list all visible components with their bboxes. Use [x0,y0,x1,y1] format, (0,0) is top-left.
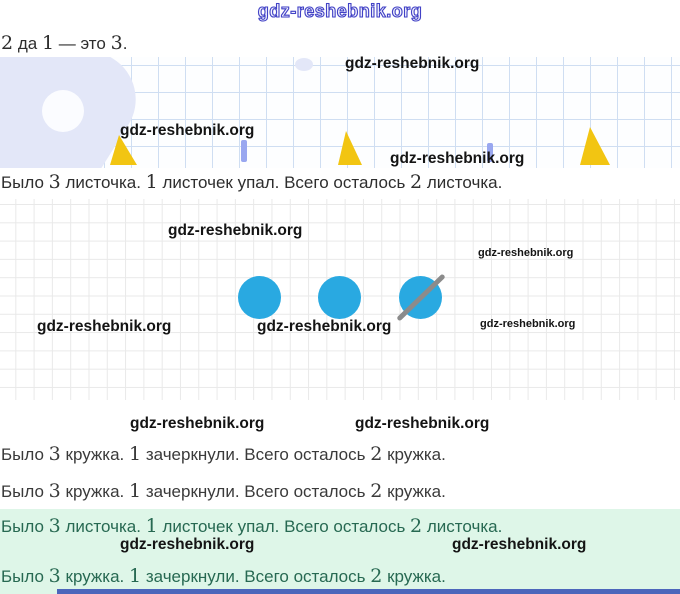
watermark: gdz-reshebnik.org [390,150,525,167]
watermark: gdz-reshebnik.org [257,318,392,335]
intro-sentence: 2 да 1 — это 3. [1,32,128,54]
leaves-answer: Было 3 листочка. 1 листочек упал. Всего … [1,515,503,537]
notebook-illustration [0,57,680,168]
leaf-triangle-icon [110,135,137,165]
watermark: gdz-reshebnik.org [120,536,255,553]
watermark: gdz-reshebnik.org [130,415,265,432]
leaf-triangle-icon [580,127,610,165]
watermark: gdz-reshebnik.org [480,318,576,330]
bottom-bar [57,589,680,594]
watermark: gdz-reshebnik.org [355,415,490,432]
circles-answer: Было 3 кружка. 1 зачеркнули. Всего остал… [1,565,446,587]
answer-highlight-box: Было 3 листочка. 1 листочек упал. Всего … [0,509,680,594]
watermark: gdz-reshebnik.org [120,122,255,139]
tassel-bar-icon [487,143,493,162]
watermark: gdz-reshebnik.org [452,536,587,553]
notebook-cover-circle [42,90,84,132]
tassel-bar-icon [241,140,247,162]
circles-statement-2: Было 3 кружка. 1 зачеркнули. Всего остал… [1,480,446,502]
counter-circle [318,276,361,319]
watermark: gdz-reshebnik.org [168,222,303,239]
site-logo-watermark: gdz-reshebnik.org [257,0,423,21]
leaves-statement: Было 3 листочка. 1 листочек упал. Всего … [1,171,503,193]
notebook-dot [295,58,313,71]
leaf-triangle-icon [338,131,362,165]
circles-statement-1: Было 3 кружка. 1 зачеркнули. Всего остал… [1,443,446,465]
watermark: gdz-reshebnik.org [345,55,480,72]
counter-circle [238,276,281,319]
watermark: gdz-reshebnik.org [478,247,574,259]
watermark: gdz-reshebnik.org [37,318,172,335]
